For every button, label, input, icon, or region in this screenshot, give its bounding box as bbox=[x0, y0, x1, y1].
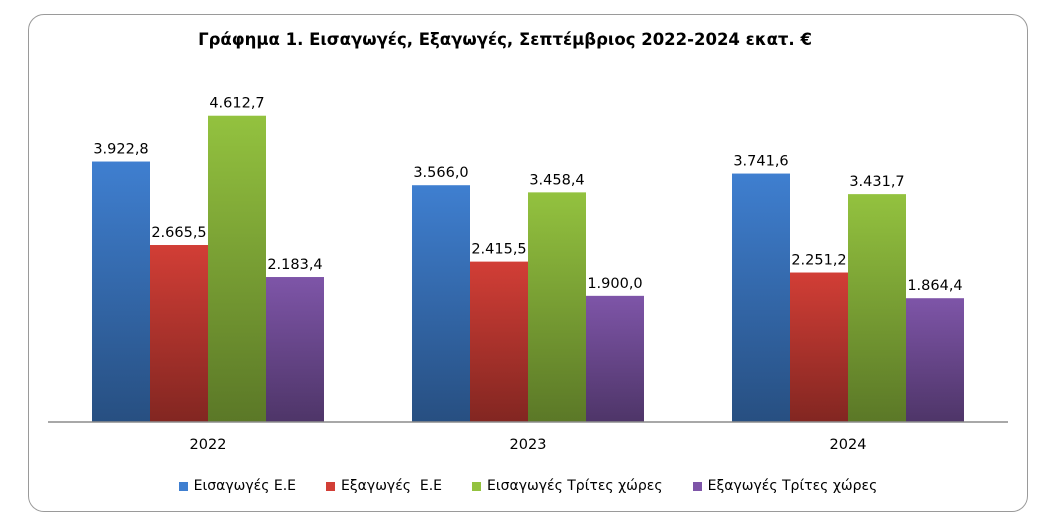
bar-2022-series-4 bbox=[266, 277, 324, 422]
data-label-2024-series-4: 1.864,4 bbox=[907, 278, 962, 294]
data-label-2022-series-3: 4.612,7 bbox=[209, 96, 264, 112]
legend-swatch bbox=[326, 481, 336, 491]
legend-label: Εξαγωγές Ε.Ε bbox=[341, 478, 443, 494]
data-label-2022-series-4: 2.183,4 bbox=[267, 257, 322, 273]
bar-2023-series-1 bbox=[412, 185, 470, 422]
legend-swatch bbox=[472, 481, 482, 491]
data-label-2024-series-1: 3.741,6 bbox=[733, 154, 788, 170]
data-label-2023-series-3: 3.458,4 bbox=[529, 172, 584, 188]
legend-label: Εισαγωγές Τρίτες χώρες bbox=[487, 478, 663, 494]
legend-label: Εξαγωγές Τρίτες χώρες bbox=[707, 478, 878, 494]
legend-item-series-2: Εξαγωγές Ε.Ε bbox=[326, 476, 442, 496]
data-label-2023-series-2: 2.415,5 bbox=[471, 242, 526, 258]
data-label-2022-series-2: 2.665,5 bbox=[151, 225, 206, 241]
bar-chart: 3.922,8 2.665,5 4.612,7 2.183,4 2022 3.566,0 2… bbox=[48, 96, 1008, 453]
data-label-2022-series-1: 3.922,8 bbox=[93, 142, 148, 158]
x-tick-label-2024: 2024 bbox=[830, 437, 867, 453]
bar-2024-series-2 bbox=[790, 272, 848, 422]
legend-item-series-3: Εισαγωγές Τρίτες χώρες bbox=[472, 476, 663, 496]
legend-item-series-1: Εισαγωγές Ε.Ε bbox=[178, 476, 297, 496]
legend-item-series-4: Εξαγωγές Τρίτες χώρες bbox=[692, 476, 878, 496]
bar-2024-series-3 bbox=[848, 194, 906, 422]
bar-2022-series-1 bbox=[92, 161, 150, 423]
chart-legend: Εισαγωγές Ε.Ε Εξαγωγές Ε.Ε Εισαγωγές Τρίτε… bbox=[0, 476, 1056, 496]
chart-title: Γράφημα 1. Εισαγωγές, Εξαγωγές, Σεπτέμβρ… bbox=[198, 30, 812, 49]
bar-2023-series-3 bbox=[528, 192, 586, 422]
bar-2024-series-1 bbox=[732, 173, 790, 422]
bar-2022-series-3 bbox=[208, 115, 266, 422]
legend-swatch bbox=[692, 481, 702, 491]
bar-2024-series-4 bbox=[906, 298, 964, 422]
data-label-2024-series-3: 3.431,7 bbox=[849, 174, 904, 190]
x-tick-label-2023: 2023 bbox=[510, 437, 547, 453]
data-label-2023-series-1: 3.566,0 bbox=[413, 165, 468, 181]
bar-2023-series-2 bbox=[470, 261, 528, 422]
legend-swatch bbox=[178, 481, 188, 491]
x-tick-label-2022: 2022 bbox=[190, 437, 227, 453]
data-label-2023-series-4: 1.900,0 bbox=[587, 276, 642, 292]
legend-label: Εισαγωγές Ε.Ε bbox=[193, 478, 297, 494]
bar-2023-series-4 bbox=[586, 295, 644, 422]
data-label-2024-series-2: 2.251,2 bbox=[791, 253, 846, 269]
bar-2022-series-2 bbox=[150, 245, 208, 422]
